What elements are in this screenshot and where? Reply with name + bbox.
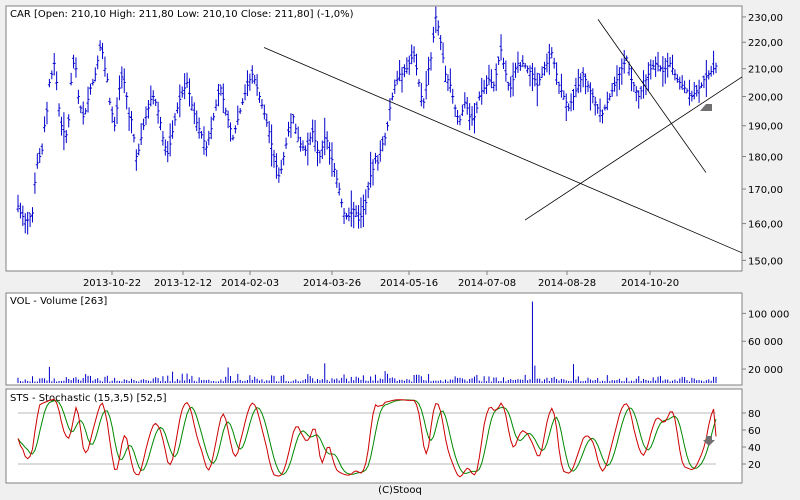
price-y-tick-label: 200,00 <box>748 93 783 104</box>
price-x-tick-label: 2014-08-28 <box>538 278 596 289</box>
stochastic-k-line <box>17 398 717 478</box>
price-bars <box>16 6 718 235</box>
price-x-tick-label: 2014-07-08 <box>458 278 516 289</box>
price-x-tick-label: 2013-12-12 <box>154 278 212 289</box>
stochastic-d-line <box>17 399 717 475</box>
trendlines <box>263 19 743 254</box>
volume-y-tick-label: 60 000 <box>748 337 783 348</box>
stochastic-header: STS - Stochastic (15,3,5) [52,5] <box>10 393 167 404</box>
price-x-tick-label: 2014-02-03 <box>221 278 279 289</box>
up-arrow-icon <box>700 104 712 111</box>
trendline <box>263 47 743 254</box>
trendline <box>524 76 743 221</box>
volume-y-tick-label: 20 000 <box>748 365 783 376</box>
stochastic-lines <box>17 398 717 478</box>
price-y-tick-label: 160,00 <box>748 220 783 231</box>
price-header: CAR [Open: 210,10 High: 211,80 Low: 210,… <box>10 9 354 20</box>
price-y-tick-label: 210,00 <box>748 65 783 76</box>
price-x-tick-label: 2013-10-22 <box>83 278 141 289</box>
price-panel: CAR [Open: 210,10 High: 211,80 Low: 210,… <box>5 5 783 289</box>
trendline <box>597 19 707 173</box>
price-x-tick-label: 2014-10-20 <box>621 278 679 289</box>
stochastic-panel: STS - Stochastic (15,3,5) [52,5] 20 40 60 8… <box>5 388 761 484</box>
stochastic-y-axis: 20 40 60 80 <box>18 409 761 471</box>
price-y-tick-label: 150,00 <box>748 256 783 267</box>
volume-panel: VOL - Volume [263] 20 000 60 000 100 000 <box>5 292 789 386</box>
price-x-axis: 2013-10-22 2013-12-12 2014-02-03 2014-03-26… <box>83 271 679 289</box>
volume-y-tick-label: 100 000 <box>748 309 789 320</box>
volume-y-axis: 20 000 60 000 100 000 <box>742 309 789 376</box>
credit: (C)Stooq <box>378 485 422 496</box>
price-y-tick-label: 220,00 <box>748 38 783 49</box>
volume-header: VOL - Volume [263] <box>10 296 107 307</box>
price-x-tick-label: 2014-03-26 <box>303 278 361 289</box>
price-y-tick-label: 190,00 <box>748 122 783 133</box>
stochastic-y-tick-label: 60 <box>748 426 761 437</box>
price-y-tick-label: 180,00 <box>748 153 783 164</box>
stochastic-y-tick-label: 20 <box>748 460 761 471</box>
price-x-tick-label: 2014-05-16 <box>380 278 438 289</box>
price-y-tick-label: 230,00 <box>748 13 783 24</box>
price-y-tick-label: 170,00 <box>748 185 783 196</box>
volume-bars <box>17 301 717 383</box>
stochastic-y-tick-label: 40 <box>748 443 761 454</box>
down-arrow-icon <box>703 436 715 446</box>
stochastic-y-tick-label: 80 <box>748 409 761 420</box>
price-y-axis: 150,00 160,00 170,00 180,00 190,00 200,00 210,… <box>742 13 783 267</box>
